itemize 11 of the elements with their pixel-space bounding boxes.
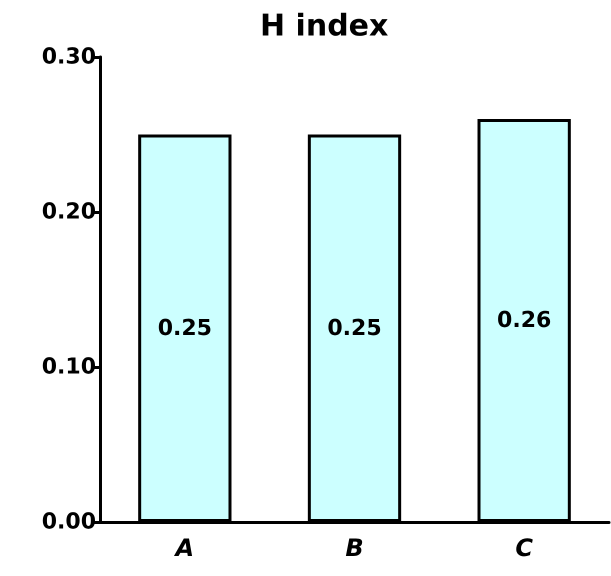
x-tick-label: A — [174, 534, 194, 562]
y-tick-label: 0.20 — [42, 200, 96, 224]
y-tick-label: 0.00 — [42, 510, 96, 534]
x-tick-label: B — [345, 534, 364, 562]
y-tick-label: 0.10 — [42, 354, 96, 380]
y-tick-label: 0.30 — [42, 44, 96, 70]
x-tick-label: C — [515, 534, 534, 562]
data-label: 0.26 — [497, 308, 552, 333]
chart-title: H index — [260, 8, 388, 44]
data-label: 0.25 — [327, 316, 382, 341]
data-label: 0.25 — [158, 316, 212, 341]
